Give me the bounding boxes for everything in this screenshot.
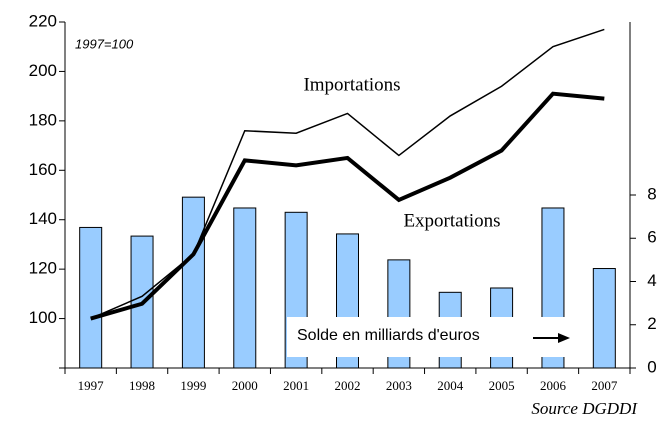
series-label: Importations xyxy=(303,74,400,95)
x-tick-label: 1998 xyxy=(129,378,155,393)
y-tick-label: 180 xyxy=(29,110,57,129)
bar xyxy=(233,207,257,369)
y2-tick-label: 0 xyxy=(647,357,656,376)
x-tick-label: 2006 xyxy=(540,378,567,393)
legend-label: Solde en milliards d'euros xyxy=(297,327,480,344)
x-tick-label: 2007 xyxy=(591,378,618,393)
bar xyxy=(592,268,616,369)
x-tick-label: 2003 xyxy=(386,378,412,393)
y2-tick-label: 4 xyxy=(647,271,656,290)
annotation: 1997=100 xyxy=(75,36,134,51)
y-tick-label: 100 xyxy=(29,308,57,327)
x-tick-label: 2005 xyxy=(489,378,515,393)
y-tick-label: 200 xyxy=(29,61,57,80)
y2-tick-label: 6 xyxy=(647,228,656,247)
x-tick-label: 2002 xyxy=(335,378,361,393)
y-tick-label: 140 xyxy=(29,209,57,228)
x-tick-label: 2000 xyxy=(232,378,258,393)
x-tick-label: 2004 xyxy=(437,378,464,393)
y2-tick-label: 8 xyxy=(647,184,656,203)
legend-arrowhead xyxy=(558,333,570,343)
series-label: Exportations xyxy=(403,210,500,231)
y-tick-label: 120 xyxy=(29,259,57,278)
bar xyxy=(79,226,103,369)
line xyxy=(90,91,605,321)
source: Source DGDDI xyxy=(531,399,638,418)
y2-tick-label: 2 xyxy=(647,314,656,333)
x-tick-label: 1997 xyxy=(78,378,105,393)
bar xyxy=(181,196,205,369)
x-tick-label: 1999 xyxy=(180,378,206,393)
y-tick-label: 220 xyxy=(29,11,57,30)
x-tick-label: 2001 xyxy=(283,378,309,393)
y-tick-label: 160 xyxy=(29,160,57,179)
